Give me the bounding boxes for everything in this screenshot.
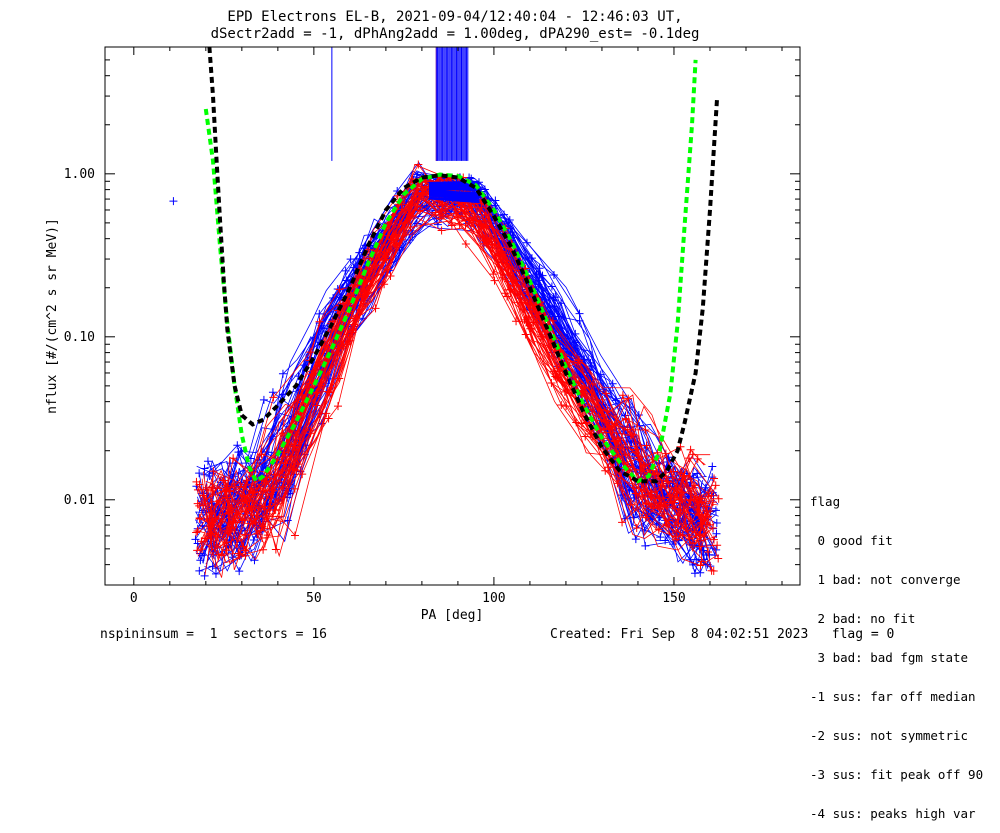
data-point [710, 475, 718, 483]
x-tick-label: 0 [130, 591, 138, 606]
plot-area [169, 47, 722, 580]
outlier-point [169, 197, 177, 205]
flag-legend: flag 0 good fit 1 bad: not converge 2 ba… [810, 469, 983, 833]
data-point [334, 402, 342, 410]
data-point [195, 469, 203, 477]
y-tick-label: 1.00 [64, 167, 95, 182]
data-point [708, 463, 716, 471]
legend-item: 0 good fit [810, 534, 983, 547]
footer-right: Created: Fri Sep 8 04:02:51 2023 flag = … [550, 627, 894, 642]
data-point [438, 227, 446, 235]
y-tick-label: 0.10 [64, 330, 95, 345]
data-point [712, 506, 720, 514]
legend-item: -2 sus: not symmetric [810, 729, 983, 742]
data-point [462, 240, 470, 248]
data-point [235, 567, 243, 575]
data-point [201, 572, 209, 580]
legend-item: 1 bad: not converge [810, 573, 983, 586]
data-point [609, 380, 617, 388]
data-point [641, 542, 649, 550]
legend-item: 3 bad: bad fgm state [810, 651, 983, 664]
x-tick-label: 150 [662, 591, 685, 606]
x-tick-label: 100 [482, 591, 505, 606]
data-point [260, 396, 268, 404]
data-point [191, 535, 199, 543]
data-point [193, 527, 201, 535]
x-tick-label: 50 [306, 591, 322, 606]
data-point [489, 270, 497, 278]
data-point [691, 569, 699, 577]
sweep-line [202, 196, 702, 528]
legend-item: -4 sus: peaks high var [810, 807, 983, 820]
data-point [694, 455, 702, 463]
legend-title: flag [810, 495, 983, 508]
data-point [204, 457, 212, 465]
chart-title: EPD Electrons EL-B, 2021-09-04/12:40:04 … [227, 9, 682, 25]
footer-left: nspininsum = 1 sectors = 16 [100, 627, 327, 642]
data-point [713, 519, 721, 527]
y-axis-label: nflux [#/(cm^2 s sr MeV)] [45, 218, 60, 414]
legend-item: -1 sus: far off median [810, 690, 983, 703]
data-point [192, 529, 200, 537]
legend-item: 2 bad: no fit [810, 612, 983, 625]
data-point [342, 267, 350, 275]
data-point [696, 569, 704, 577]
data-point [250, 556, 258, 564]
legend-item: -3 sus: fit peak off 90 [810, 768, 983, 781]
chart-subtitle: dSectr2add = -1, dPhAng2add = 1.00deg, d… [211, 26, 700, 42]
data-point [195, 567, 203, 575]
data-point [259, 546, 267, 554]
y-tick-label: 0.01 [64, 493, 95, 508]
data-point [656, 533, 664, 541]
x-axis-label: PA [deg] [421, 608, 484, 623]
data-point [272, 546, 280, 554]
